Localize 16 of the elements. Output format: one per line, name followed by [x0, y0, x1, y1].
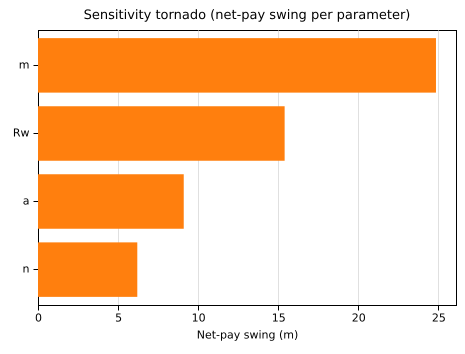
bar — [38, 174, 184, 229]
y-tick-label: m — [18, 58, 30, 72]
x-tick-label: 0 — [35, 312, 42, 324]
bar — [38, 106, 285, 161]
x-axis-title: Net-pay swing (m) — [196, 328, 298, 342]
y-tick-label: a — [22, 194, 30, 208]
bar — [38, 38, 436, 93]
x-tick-label: 20 — [352, 312, 366, 324]
chart-title: Sensitivity tornado (net-pay swing per parameter) — [84, 8, 410, 23]
y-tick-label: Rw — [12, 126, 30, 140]
x-tick-label: 15 — [272, 312, 286, 324]
x-tick-label: 25 — [432, 312, 446, 324]
x-tick-label: 5 — [115, 312, 122, 324]
y-tick-label: n — [22, 262, 30, 276]
x-tick-label: 10 — [192, 312, 206, 324]
bar — [38, 242, 138, 297]
